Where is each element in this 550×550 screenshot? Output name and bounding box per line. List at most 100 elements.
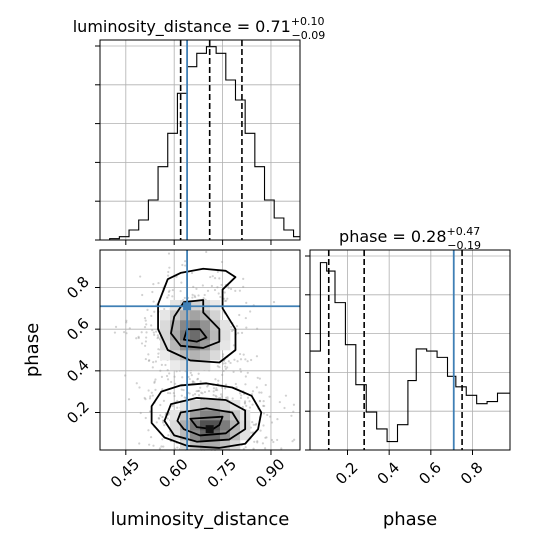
- scatter-point-509: [255, 422, 258, 426]
- scatter-point-751: [165, 374, 169, 378]
- scatter-point-20: [144, 357, 147, 361]
- scatter-point-181: [251, 421, 254, 424]
- scatter-point-399: [201, 392, 204, 395]
- scatter-point-45: [114, 325, 118, 328]
- scatter-point-526: [153, 333, 156, 337]
- scatter-point-639: [150, 314, 153, 318]
- scatter-point-776: [163, 307, 166, 311]
- scatter-point-58: [215, 387, 218, 390]
- scatter-point-881: [189, 371, 192, 374]
- scatter-point-213: [232, 328, 235, 332]
- scatter-point-942: [221, 355, 225, 358]
- scatter-point-460: [229, 287, 233, 291]
- density-cell-8-12: [180, 320, 191, 331]
- title-luminosity-distance-sup: +0.10: [291, 15, 325, 28]
- scatter-point-588: [235, 324, 239, 328]
- density-cell-7-3: [170, 410, 181, 421]
- scatter-point-171: [146, 308, 149, 311]
- scatter-point-571: [151, 366, 154, 369]
- scatter-point-861: [224, 367, 227, 371]
- scatter-point-489: [184, 260, 187, 263]
- scatter-point-449: [216, 365, 219, 368]
- scatter-point-456: [272, 300, 276, 304]
- scatter-point-285: [197, 389, 201, 392]
- scatter-point-552: [156, 334, 159, 337]
- scatter-point-798: [190, 374, 193, 377]
- scatter-point-786: [167, 434, 170, 437]
- scatter-point-506: [225, 396, 228, 399]
- scatter-point-817: [167, 270, 170, 274]
- scatter-point-903: [135, 382, 138, 385]
- scatter-point-556: [258, 399, 262, 402]
- scatter-point-615: [196, 377, 200, 380]
- histogram-phase: 0.2 0.4 0.6 0.8: [305, 249, 511, 488]
- scatter-point-389: [231, 397, 234, 400]
- scatter-point-242: [148, 443, 151, 446]
- scatter-point-909: [242, 447, 245, 451]
- scatter-point-177: [179, 289, 182, 293]
- scatter-point-760: [269, 415, 272, 418]
- x-axis-label-luminosity-distance: luminosity_distance: [111, 509, 290, 530]
- scatter-point-375: [160, 375, 164, 378]
- scatter-point-608: [224, 365, 227, 368]
- scatter-point-199: [139, 275, 142, 278]
- scatter-point-411: [160, 363, 163, 367]
- scatter-point-276: [203, 293, 206, 297]
- scatter-point-187: [217, 292, 220, 295]
- histogram-luminosity-distance: [95, 39, 301, 245]
- scatter-point-654: [238, 352, 242, 356]
- density-cell-8-9: [180, 350, 191, 361]
- scatter-point-561: [151, 394, 154, 397]
- scatter-point-933: [212, 387, 216, 390]
- scatter-point-761: [254, 423, 257, 427]
- scatter-point-324: [270, 438, 274, 442]
- scatter-point-38: [242, 277, 245, 280]
- scatter-point-711: [261, 442, 265, 445]
- scatter-point-613: [191, 394, 195, 397]
- scatter-point-882: [272, 440, 275, 444]
- contour-2: [182, 328, 208, 343]
- scatter-point-61: [188, 377, 191, 381]
- scatter-point-282: [203, 390, 207, 394]
- scatter-point-975: [226, 297, 229, 300]
- scatter-point-910: [238, 392, 242, 395]
- scatter-point-766: [245, 326, 248, 329]
- scatter-point-890: [152, 283, 155, 286]
- scatter-point-725: [262, 404, 265, 407]
- scatter-point-988: [148, 359, 151, 362]
- scatter-point-521: [249, 310, 252, 313]
- scatter-point-593: [292, 410, 295, 413]
- scatter-point-277: [154, 388, 157, 392]
- scatter-point-686: [166, 296, 169, 299]
- scatter-point-427: [248, 406, 252, 409]
- scatter-point-492: [182, 388, 185, 392]
- scatter-point-234: [262, 400, 265, 403]
- scatter-point-71: [258, 377, 261, 380]
- scatter-point-505: [245, 301, 248, 304]
- scatter-point-699: [166, 369, 169, 372]
- density-cell-10-14: [200, 300, 211, 311]
- density-cell-9-13: [190, 310, 201, 321]
- scatter-point-704: [207, 389, 211, 393]
- scatter-point-645: [180, 281, 183, 284]
- scatter-point-833: [181, 263, 184, 267]
- density-cell-11-14: [210, 300, 221, 311]
- scatter-point-477: [230, 325, 233, 328]
- scatter-point-214: [194, 295, 197, 299]
- scatter-point-785: [188, 392, 191, 395]
- scatter-point-255: [140, 342, 144, 345]
- scatter-point-93: [229, 361, 232, 365]
- scatter-point-842: [147, 389, 150, 392]
- density-cell-10-2: [200, 420, 211, 431]
- scatter-point-946: [256, 441, 259, 444]
- scatter-point-548: [128, 327, 131, 330]
- density-cell-11-4: [210, 400, 221, 411]
- scatter-point-223: [159, 403, 162, 407]
- scatter-point-825: [145, 323, 148, 326]
- scatter-point-649: [176, 399, 179, 403]
- density-cell-10-8: [200, 360, 211, 371]
- density-cell-12-11: [220, 330, 231, 341]
- scatter-point-700: [153, 381, 156, 384]
- hist-phase-x-tick-label-3: 0.8: [457, 458, 487, 488]
- scatter-point-664: [155, 421, 158, 424]
